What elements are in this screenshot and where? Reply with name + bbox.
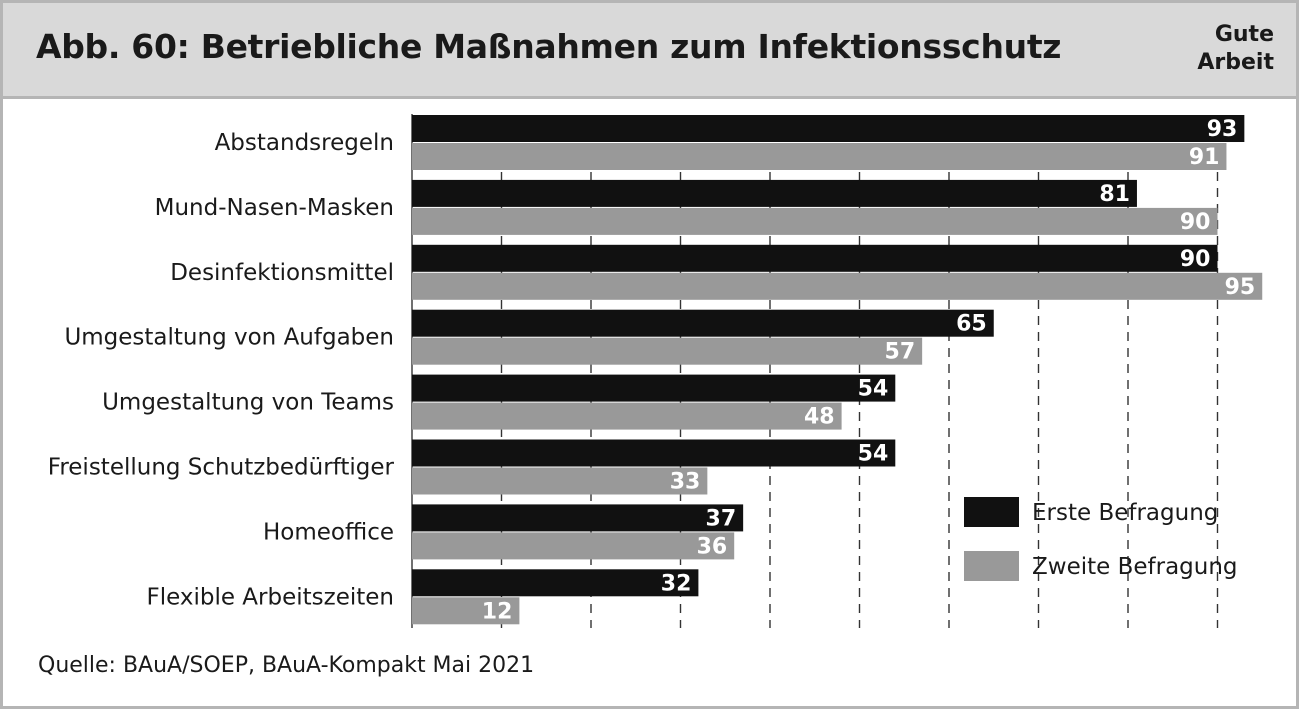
category-label: Umgestaltung von Teams — [102, 390, 394, 416]
data-label: 81 — [1099, 182, 1130, 207]
bar-zweite-befragung — [412, 532, 735, 560]
legend-label: Zweite Befragung — [1032, 554, 1238, 580]
bar-zweite-befragung — [412, 467, 708, 495]
data-label: 91 — [1189, 145, 1220, 170]
legend-label: Erste Befragung — [1032, 500, 1218, 526]
bar-zweite-befragung — [412, 143, 1227, 170]
bar-erste-befragung — [412, 374, 896, 402]
brand-line-2: Arbeit — [1197, 50, 1274, 75]
bar-erste-befragung — [412, 439, 896, 467]
bar-erste-befragung — [412, 504, 744, 532]
data-label: 37 — [706, 506, 737, 531]
bar-zweite-befragung — [412, 337, 923, 365]
data-label: 32 — [661, 571, 692, 596]
bar-erste-befragung — [412, 569, 699, 597]
category-label: Abstandsregeln — [215, 130, 394, 156]
data-label: 65 — [956, 312, 987, 337]
brand-logo-text: Gute Arbeit — [1197, 21, 1274, 77]
source-note: Quelle: BAuA/SOEP, BAuA-Kompakt Mai 2021 — [38, 653, 535, 678]
data-label: 57 — [885, 340, 916, 365]
data-label: 33 — [670, 470, 701, 495]
bar-erste-befragung — [412, 309, 994, 337]
category-label: Mund-Nasen-Masken — [155, 195, 394, 221]
bar-erste-befragung — [412, 244, 1218, 272]
bar-zweite-befragung — [412, 272, 1263, 300]
legend-swatch-zweite — [964, 551, 1019, 581]
legend-swatch-erste — [964, 497, 1019, 527]
page-title: Abb. 60: Betriebliche Maßnahmen zum Infe… — [36, 27, 1062, 66]
bar-zweite-befragung — [412, 207, 1218, 235]
bar-zweite-befragung — [412, 402, 842, 430]
data-label: 93 — [1207, 117, 1238, 142]
data-label: 36 — [697, 534, 728, 559]
data-label: 90 — [1180, 210, 1211, 235]
data-label: 48 — [804, 405, 835, 430]
category-label: Umgestaltung von Aufgaben — [64, 325, 394, 351]
data-label: 54 — [858, 377, 889, 402]
category-label: Homeoffice — [263, 519, 394, 545]
header-bar: Abb. 60: Betriebliche Maßnahmen zum Infe… — [3, 3, 1296, 99]
category-label: Desinfektionsmittel — [170, 260, 394, 286]
data-label: 54 — [858, 442, 889, 467]
bar-erste-befragung — [412, 115, 1245, 142]
bar-erste-befragung — [412, 179, 1137, 207]
bar-zweite-befragung — [412, 597, 520, 625]
data-label: 12 — [482, 599, 513, 624]
category-label: Freistellung Schutzbedürftiger — [48, 455, 395, 481]
data-label: 90 — [1180, 247, 1211, 272]
category-label: Flexible Arbeitszeiten — [146, 584, 394, 610]
brand-line-1: Gute — [1214, 22, 1274, 47]
data-label: 95 — [1225, 275, 1256, 300]
